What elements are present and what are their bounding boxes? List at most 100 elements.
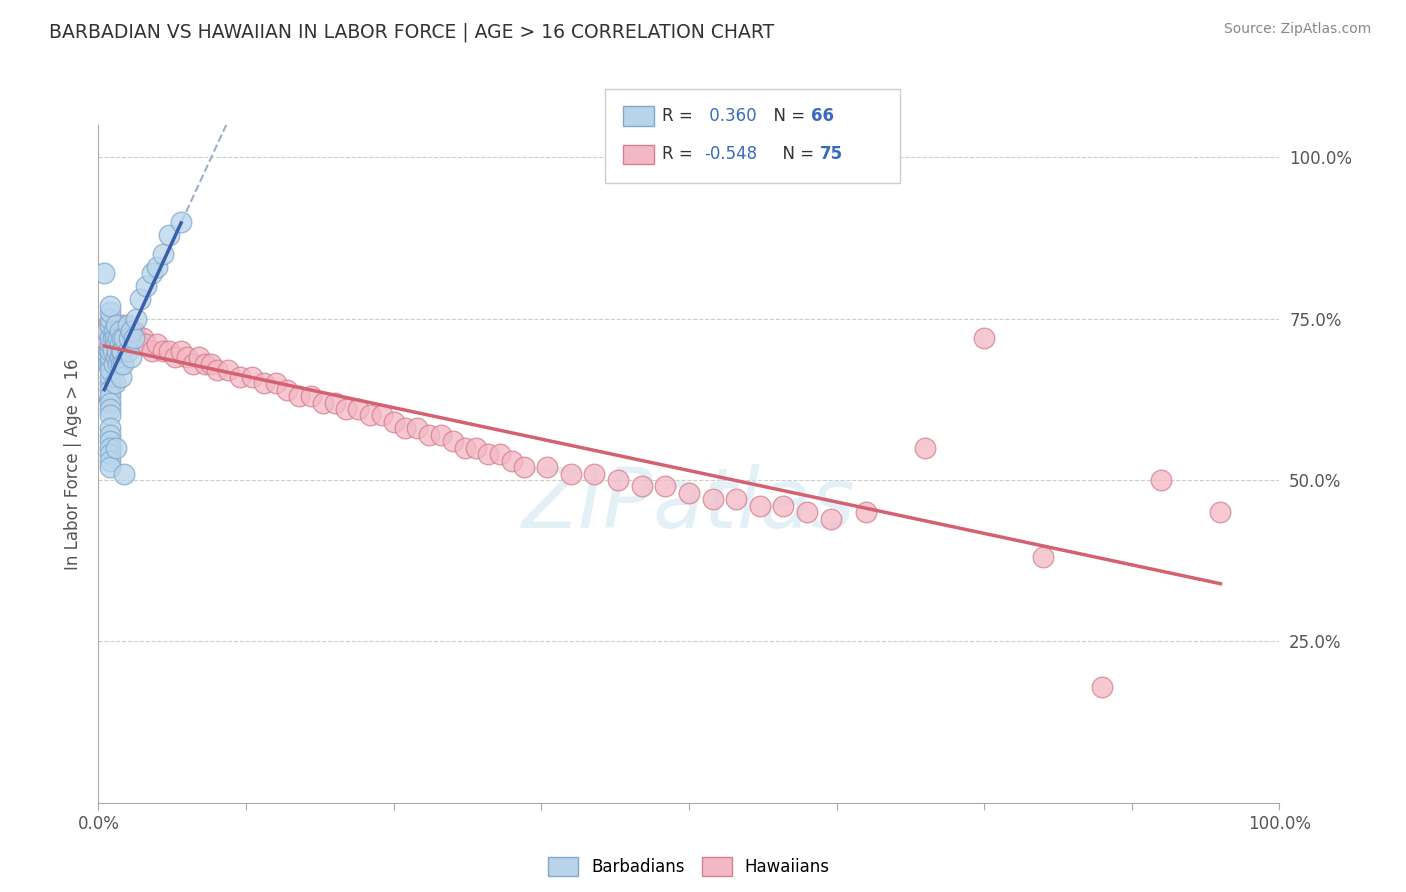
- Point: [112, 467, 135, 481]
- Point: [187, 351, 209, 365]
- Point: [110, 343, 132, 358]
- Point: [108, 337, 131, 351]
- Point: [107, 357, 129, 371]
- Point: [101, 343, 124, 358]
- Point: [418, 427, 440, 442]
- Point: [205, 363, 228, 377]
- Point: [583, 467, 606, 481]
- Text: N =: N =: [763, 107, 811, 125]
- Point: [105, 331, 128, 345]
- Point: [105, 343, 128, 358]
- Text: 75: 75: [820, 145, 842, 163]
- Point: [441, 434, 464, 449]
- Point: [152, 247, 174, 261]
- Point: [112, 331, 135, 345]
- Point: [98, 421, 121, 435]
- Point: [98, 441, 121, 455]
- Point: [347, 401, 370, 416]
- Point: [98, 409, 121, 423]
- Point: [229, 369, 252, 384]
- Legend: Barbadians, Hawaiians: Barbadians, Hawaiians: [541, 850, 837, 882]
- Point: [121, 325, 143, 339]
- Point: [103, 357, 125, 371]
- Point: [157, 343, 180, 358]
- Point: [128, 337, 150, 351]
- Point: [453, 441, 475, 455]
- Text: 0.360: 0.360: [704, 107, 756, 125]
- Point: [98, 401, 121, 416]
- Point: [112, 331, 135, 345]
- Point: [105, 318, 128, 332]
- Point: [111, 331, 134, 345]
- Point: [128, 292, 150, 306]
- Point: [98, 351, 121, 365]
- Point: [98, 447, 121, 461]
- Point: [108, 351, 131, 365]
- Point: [1150, 473, 1173, 487]
- Point: [121, 351, 143, 365]
- Point: [135, 279, 157, 293]
- Point: [98, 434, 121, 449]
- Point: [1032, 550, 1054, 565]
- Point: [194, 357, 217, 371]
- Point: [98, 305, 121, 319]
- Point: [93, 331, 115, 345]
- Point: [98, 383, 121, 397]
- Point: [104, 376, 127, 391]
- Point: [111, 318, 134, 332]
- Point: [217, 363, 239, 377]
- Point: [101, 325, 124, 339]
- Point: [103, 325, 125, 339]
- Point: [98, 343, 121, 358]
- Point: [141, 343, 163, 358]
- Point: [312, 395, 335, 409]
- Point: [176, 351, 198, 365]
- Point: [200, 357, 222, 371]
- Point: [108, 325, 131, 339]
- Point: [630, 479, 652, 493]
- Point: [335, 401, 357, 416]
- Point: [264, 376, 287, 391]
- Text: R =: R =: [662, 145, 699, 163]
- Point: [98, 311, 121, 326]
- Point: [112, 357, 135, 371]
- Point: [489, 447, 512, 461]
- Point: [702, 492, 724, 507]
- Point: [748, 499, 770, 513]
- Point: [323, 395, 346, 409]
- Point: [536, 460, 558, 475]
- Point: [973, 331, 995, 345]
- Point: [93, 266, 115, 280]
- Point: [101, 331, 124, 345]
- Point: [98, 363, 121, 377]
- Point: [98, 389, 121, 403]
- Point: [97, 357, 120, 371]
- Point: [98, 318, 121, 332]
- Point: [170, 215, 193, 229]
- Point: [117, 343, 139, 358]
- Point: [855, 505, 877, 519]
- Point: [104, 331, 127, 345]
- Point: [96, 325, 118, 339]
- Point: [98, 331, 121, 345]
- Point: [118, 331, 141, 345]
- Point: [132, 331, 155, 345]
- Point: [152, 343, 174, 358]
- Point: [725, 492, 748, 507]
- Point: [98, 369, 121, 384]
- Point: [141, 266, 163, 280]
- Point: [430, 427, 453, 442]
- Point: [914, 441, 936, 455]
- Point: [253, 376, 276, 391]
- Point: [165, 351, 187, 365]
- Point: [406, 421, 429, 435]
- Point: [117, 325, 139, 339]
- Point: [678, 486, 700, 500]
- Point: [465, 441, 488, 455]
- Point: [98, 299, 121, 313]
- Text: R =: R =: [662, 107, 699, 125]
- Point: [98, 337, 121, 351]
- Point: [117, 318, 139, 332]
- Point: [125, 331, 148, 345]
- Point: [98, 453, 121, 467]
